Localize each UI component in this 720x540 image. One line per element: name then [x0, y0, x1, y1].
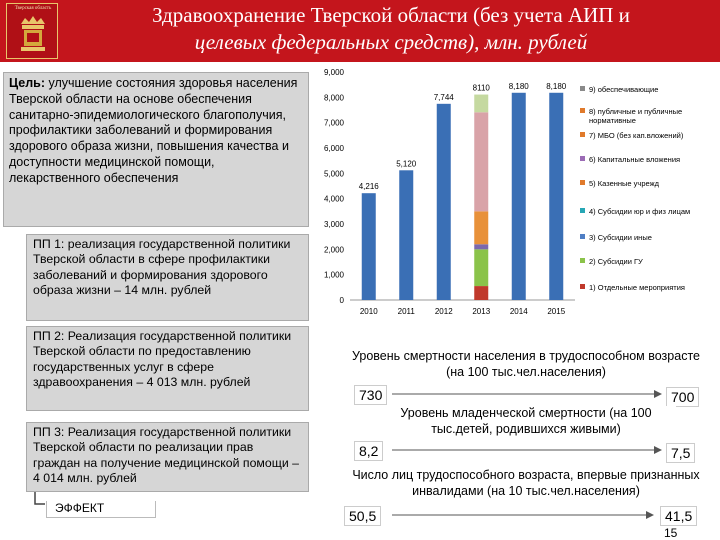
crown-throne-icon	[21, 16, 45, 51]
x-tick-label: 2012	[435, 307, 453, 316]
indicator-1-title: Уровень смертности населения в трудоспос…	[352, 349, 700, 380]
effect-arrow-icon	[34, 492, 45, 505]
page-number: 15	[664, 526, 678, 540]
legend-swatch	[580, 132, 585, 137]
indicator-3-arrow-icon	[392, 511, 654, 519]
indicator-2-to: 7,5	[666, 443, 696, 463]
y-tick-label: 4,000	[324, 195, 345, 204]
x-tick-label: 2013	[472, 307, 490, 316]
goal-text: улучшение состояния здоровья населения Т…	[9, 76, 298, 185]
legend-swatch	[580, 86, 585, 91]
stacked-segment	[474, 211, 489, 245]
legend-label: 5) Казенные учрежд	[589, 179, 660, 188]
bar	[549, 92, 564, 300]
legend-swatch	[580, 234, 585, 239]
indicator-3-from: 50,5	[344, 506, 382, 526]
y-tick-label: 0	[340, 296, 345, 305]
legend-label: 4) Субсидии юр и физ лицам	[589, 207, 690, 216]
indicator-1-arrow-icon	[392, 390, 662, 398]
stacked-segment	[474, 244, 489, 250]
x-tick-label: 2015	[547, 307, 565, 316]
indicator-1-from: 730	[354, 385, 388, 405]
data-label: 4,216	[359, 182, 380, 191]
title-line-2: целевых федеральных средств), млн. рубле…	[194, 30, 588, 54]
bar	[436, 103, 451, 300]
indicator-1-to: 700	[666, 387, 700, 407]
x-tick-label: 2014	[510, 307, 528, 316]
title-line-1: Здравоохранение Тверской области (без уч…	[152, 3, 630, 27]
indicator-3-to: 41,5	[660, 506, 698, 526]
budget-chart-svg: 0 1,000 2,000 3,000 4,000 5,000 6,000 7,000 8,00…	[324, 68, 690, 316]
subprogram-1-box: ПП 1: реализация государственной политик…	[26, 234, 309, 321]
stacked-segment	[474, 249, 489, 287]
legend-label: 2) Субсидии ГУ	[589, 257, 643, 266]
effect-label: ЭФФЕКТ	[46, 501, 156, 518]
data-label: 8110	[473, 84, 491, 93]
y-tick-label: 7,000	[324, 119, 345, 128]
y-tick-label: 5,000	[324, 169, 345, 178]
y-tick-label: 9,000	[324, 68, 345, 77]
legend-swatch	[580, 258, 585, 263]
y-tick-label: 2,000	[324, 245, 345, 254]
stacked-segment	[474, 112, 489, 212]
legend-swatch	[580, 180, 585, 185]
bar	[399, 170, 414, 300]
stacked-segment	[474, 94, 489, 113]
page-title: Здравоохранение Тверской области (без уч…	[66, 2, 716, 56]
indicator-2-from: 8,2	[354, 441, 384, 461]
y-tick-label: 6,000	[324, 144, 345, 153]
indicator-2-arrow-icon	[392, 446, 662, 454]
x-tick-label: 2010	[360, 307, 378, 316]
bar	[361, 193, 376, 300]
legend-swatch	[580, 208, 585, 213]
legend-swatch	[580, 156, 585, 161]
indicator-3-title: Число лиц трудоспособного возраста, впер…	[352, 468, 700, 499]
subprogram-2-box: ПП 2: Реализация государственной политик…	[26, 326, 309, 411]
subprogram-3-box: ПП 3: Реализация государственной политик…	[26, 422, 309, 492]
stacked-segment	[474, 286, 489, 300]
y-tick-label: 1,000	[324, 271, 345, 280]
data-label: 5,120	[396, 159, 417, 168]
indicator-2-title: Уровень младенческой смертности (на 100 …	[376, 406, 676, 437]
data-label: 7,744	[434, 93, 455, 102]
header-bar: Тверская область Здравоохранение Тверско…	[0, 0, 720, 62]
y-tick-label: 8,000	[324, 93, 345, 102]
data-label: 8,180	[546, 82, 567, 91]
legend-label: нормативные	[589, 116, 636, 125]
legend-label: 9) обеспечивающие	[589, 85, 658, 94]
goal-box: Цель: улучшение состояния здоровья насел…	[3, 72, 309, 227]
goal-heading: Цель:	[9, 76, 46, 90]
legend-label: 1) Отдельные мероприятия	[589, 283, 685, 292]
legend-label: 7) МБО (без кап.вложений)	[589, 131, 684, 140]
budget-chart: 0 1,000 2,000 3,000 4,000 5,000 6,000 7,000 8,00…	[310, 64, 720, 320]
legend-swatch	[580, 108, 585, 113]
emblem-caption: Тверская область	[14, 6, 52, 11]
coat-of-arms-emblem: Тверская область	[6, 3, 58, 59]
bar	[511, 92, 526, 300]
legend-label: 8) публичные и публичные	[589, 107, 682, 116]
y-tick-label: 3,000	[324, 220, 345, 229]
legend-label: 3) Субсидии иные	[589, 233, 652, 242]
data-label: 8,180	[509, 82, 530, 91]
legend-label: 6) Капитальные вложения	[589, 155, 680, 164]
x-tick-label: 2011	[398, 307, 416, 316]
legend-swatch	[580, 284, 585, 289]
